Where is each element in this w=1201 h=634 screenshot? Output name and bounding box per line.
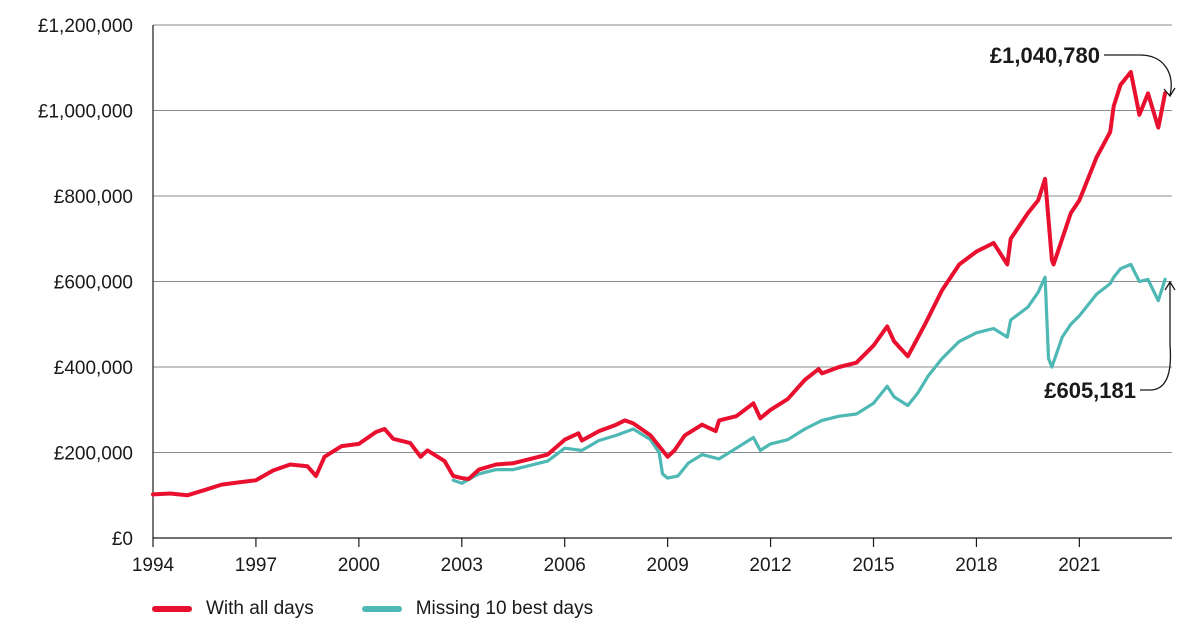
legend-item-missing-days: Missing 10 best days <box>361 598 594 620</box>
legend-label-missing-days: Missing 10 best days <box>415 598 594 619</box>
legend-swatch-missing-days <box>361 606 402 612</box>
x-tick-label-5: 2009 <box>647 555 689 576</box>
x-tick-label-8: 2018 <box>955 555 997 576</box>
line-chart: £0 £200,000 £400,000 £600,000 £800,000 £1,000… <box>38 16 1176 576</box>
y-tick-label-5: £1,000,000 <box>38 102 133 123</box>
series-line-missing-10-best-days <box>451 262 1167 485</box>
annotations: £1,040,780 £605,181 <box>990 43 1176 403</box>
y-tick-label-0: £0 <box>112 529 133 550</box>
x-tick-label-6: 2012 <box>749 555 791 576</box>
grid-lines <box>153 24 1172 453</box>
legend-label-all-days: With all days <box>206 598 314 619</box>
annotation-arrow-missing-days <box>1164 280 1176 291</box>
annotation-leader-all-days <box>1104 54 1172 96</box>
x-tick-label-3: 2003 <box>441 555 483 576</box>
annotation-leader-missing-days <box>1140 283 1172 391</box>
annotation-missing-days-value: £605,181 <box>1044 378 1136 403</box>
x-tick-label-2: 2000 <box>338 555 380 576</box>
y-tick-label-6: £1,200,000 <box>38 16 133 37</box>
series-line-with-all-days <box>151 70 1168 498</box>
x-tick-label-1: 1997 <box>235 555 277 576</box>
x-tick-label-7: 2015 <box>852 555 894 576</box>
x-tick-label-4: 2006 <box>544 555 586 576</box>
y-tick-label-3: £600,000 <box>54 273 133 294</box>
legend-swatch-all-days <box>152 606 192 612</box>
y-axis-ticks: £0 £200,000 £400,000 £600,000 £800,000 £1,000… <box>38 16 133 550</box>
annotation-arrow-all-days <box>1163 87 1176 98</box>
legend-item-all-days: With all days <box>152 598 314 620</box>
annotation-all-days-value: £1,040,780 <box>990 43 1100 68</box>
series-layer <box>151 70 1168 498</box>
y-tick-label-2: £400,000 <box>54 358 133 379</box>
y-tick-label-1: £200,000 <box>54 444 133 465</box>
y-tick-label-4: £800,000 <box>54 187 133 208</box>
legend: With all days Missing 10 best days <box>152 598 593 620</box>
x-axis-ticks: 1994 1997 2000 2003 2006 2009 2012 2015 2018 2021 <box>132 538 1101 576</box>
x-tick-label-0: 1994 <box>132 555 175 576</box>
x-tick-label-9: 2021 <box>1058 555 1100 576</box>
